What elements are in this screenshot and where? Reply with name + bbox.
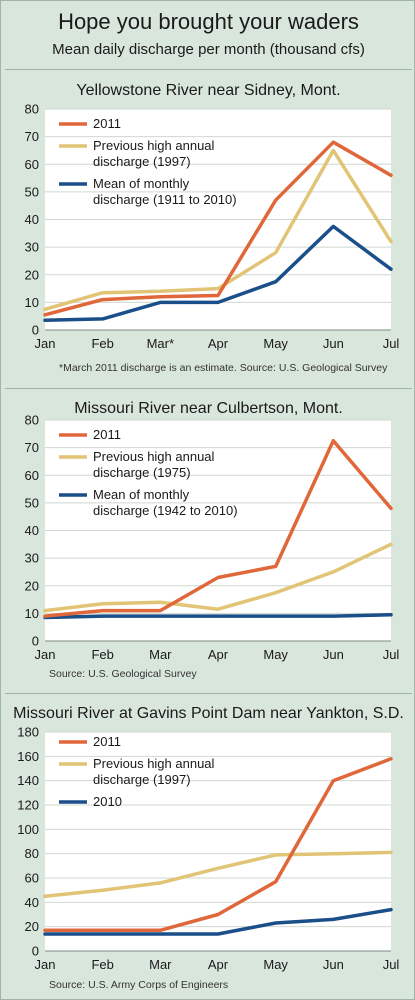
series-line-2011 (43, 438, 393, 618)
y-tick-label: 10 (25, 606, 39, 621)
y-tick-label: 80 (25, 846, 39, 861)
x-tick-label: May (263, 336, 288, 351)
divider (5, 693, 412, 694)
y-tick-label: 40 (25, 212, 39, 227)
y-tick-label: 60 (25, 157, 39, 172)
x-tick-label: May (263, 957, 288, 972)
series-line-2011 (43, 757, 393, 933)
legend-label: 2011 (93, 427, 121, 442)
x-tick-label: Jul (383, 647, 400, 662)
series-line-previous-high (43, 542, 393, 613)
y-tick-label: 70 (25, 129, 39, 144)
legend-label: 2011 (93, 116, 121, 131)
divider (5, 69, 412, 70)
y-tick-label: 180 (17, 725, 39, 740)
chart-title: Yellowstone River near Sidney, Mont. (76, 82, 340, 99)
chart-panel-gavins-point: Missouri River at Gavins Point Dam near … (13, 705, 404, 991)
y-tick-label: 140 (17, 773, 39, 788)
main-title: Hope you brought your waders (58, 9, 359, 34)
x-tick-label: Jan (35, 957, 56, 972)
y-tick-label: 40 (25, 523, 39, 538)
x-tick-label: Jun (323, 957, 344, 972)
y-tick-label: 10 (25, 295, 39, 310)
y-tick-label: 20 (25, 578, 39, 593)
y-tick-label: 60 (25, 871, 39, 886)
x-tick-label: Jan (35, 647, 56, 662)
legend-label: discharge (1975) (93, 465, 191, 480)
legend-label: 2010 (93, 794, 122, 809)
x-tick-label: Apr (208, 647, 229, 662)
chart-note: Source: U.S. Army Corps of Engineers (49, 979, 228, 991)
y-tick-label: 80 (25, 102, 39, 117)
series-line-mean (43, 907, 393, 936)
x-tick-label: Mar* (147, 336, 174, 351)
x-tick-label: Jun (323, 336, 344, 351)
x-tick-label: Feb (91, 647, 113, 662)
legend-label: Mean of monthly (93, 487, 190, 502)
y-tick-label: 30 (25, 551, 39, 566)
legend-label: discharge (1942 to 2010) (93, 503, 238, 518)
x-tick-label: Feb (91, 336, 113, 351)
y-tick-label: 0 (32, 944, 39, 959)
y-tick-label: 20 (25, 267, 39, 282)
legend-label: Previous high annual (93, 138, 215, 153)
series-line-2011 (43, 140, 393, 317)
chart-note: Source: U.S. Geological Survey (49, 668, 197, 680)
x-tick-label: Apr (208, 336, 229, 351)
y-tick-label: 50 (25, 495, 39, 510)
divider (5, 388, 412, 389)
series-line-previous-high (43, 148, 393, 312)
y-tick-label: 40 (25, 895, 39, 910)
x-tick-label: Jun (323, 647, 344, 662)
y-tick-label: 30 (25, 240, 39, 255)
y-tick-label: 0 (32, 323, 39, 338)
series-line-mean (43, 224, 393, 323)
x-tick-label: Mar (149, 957, 172, 972)
chart-title: Missouri River at Gavins Point Dam near … (13, 705, 404, 722)
series-line-previous-high (43, 850, 393, 899)
main-subtitle: Mean daily discharge per month (thousand… (52, 41, 365, 58)
chart-title: Missouri River near Culbertson, Mont. (74, 400, 343, 417)
y-tick-label: 120 (17, 798, 39, 813)
legend-label: Mean of monthly (93, 176, 190, 191)
legend-label: Previous high annual (93, 756, 215, 771)
y-tick-label: 80 (25, 413, 39, 428)
chart-panel-culbertson: Missouri River near Culbertson, Mont. 0 10… (25, 400, 400, 680)
y-tick-label: 160 (17, 749, 39, 764)
x-tick-label: May (263, 647, 288, 662)
series-line-mean (43, 613, 393, 620)
legend-label: 2011 (93, 734, 121, 749)
legend-label: discharge (1911 to 2010) (93, 192, 237, 207)
x-tick-label: Jul (383, 336, 400, 351)
x-tick-label: Mar (149, 647, 172, 662)
y-tick-label: 70 (25, 440, 39, 455)
legend-label: discharge (1997) (93, 154, 191, 169)
y-tick-label: 50 (25, 184, 39, 199)
y-tick-label: 60 (25, 468, 39, 483)
chart-note: *March 2011 discharge is an estimate. So… (59, 362, 388, 374)
legend-label: Previous high annual (93, 449, 215, 464)
x-tick-label: Feb (91, 957, 113, 972)
y-tick-label: 20 (25, 919, 39, 934)
x-tick-label: Jul (383, 957, 400, 972)
y-tick-label: 100 (17, 822, 39, 837)
x-tick-label: Jan (35, 336, 56, 351)
chart-panel-yellowstone: Yellowstone River near Sidney, Mont. 0 10 2… (25, 82, 400, 374)
x-tick-label: Apr (208, 957, 229, 972)
y-tick-label: 0 (32, 634, 39, 649)
legend-label: discharge (1997) (93, 772, 191, 787)
